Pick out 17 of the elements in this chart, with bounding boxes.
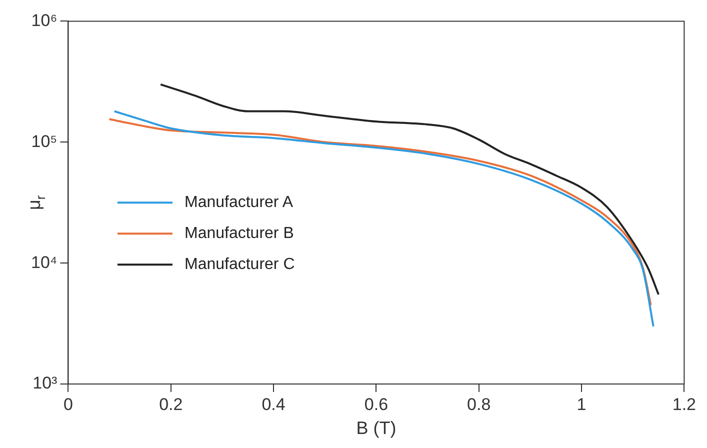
x-tick-label: 1 (576, 394, 586, 414)
y-tick-label: 10⁵ (31, 132, 58, 151)
x-tick-label: 0 (63, 394, 73, 414)
y-axis-title: μr (24, 194, 48, 210)
legend-label: Manufacturer A (184, 194, 294, 212)
x-tick-label: 1.2 (672, 394, 696, 414)
legend-label: Manufacturer C (184, 256, 295, 274)
line-series (160, 83, 660, 296)
x-tick-label: 0.8 (467, 394, 491, 414)
y-tick-label: 10⁶ (31, 10, 58, 30)
x-axis-title: B (T) (356, 418, 396, 438)
y-tick-label: 10³ (32, 374, 58, 393)
legend-label: Manufacturer B (184, 225, 294, 242)
x-tick-label: 0.2 (159, 394, 183, 414)
x-tick-label: 0.4 (262, 394, 286, 414)
x-tick-label: 0.6 (364, 394, 388, 414)
y-tick-label: 10⁴ (30, 252, 58, 272)
